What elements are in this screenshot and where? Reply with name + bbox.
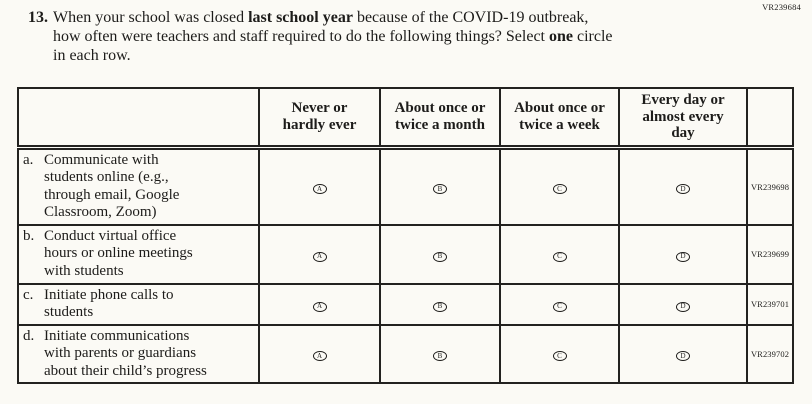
column-header-4: Every day or almost every day — [618, 87, 748, 150]
row-letter: a. — [23, 151, 34, 168]
row-label-cell-c: c. Initiate phone calls to students — [17, 282, 260, 326]
option-cell-b-d: D — [618, 223, 748, 285]
row-letter: b. — [23, 227, 35, 244]
answer-bubble-d-b[interactable]: B — [433, 351, 447, 362]
row-label-cell-a: a. Communicate with students online (e.g.,… — [17, 146, 260, 226]
answer-bubble-b-b[interactable]: B — [433, 251, 447, 262]
option-cell-b-a: A — [258, 223, 381, 285]
vr-code-cell: VR239698 — [746, 146, 794, 226]
option-cell-c-a: A — [258, 282, 381, 326]
option-cell-a-b: B — [379, 146, 501, 226]
answer-bubble-a-a[interactable]: A — [312, 184, 327, 194]
answer-bubble-c-c[interactable]: C — [552, 301, 567, 312]
corner-header-cell — [17, 87, 260, 150]
vr-code-top: VR239684 — [762, 2, 801, 12]
table-row-d: d. Initiate communications with parents or… — [17, 323, 794, 384]
row-label-text: Initiate phone calls to students — [44, 286, 174, 321]
table-row-b: b. Conduct virtual office hours or online … — [17, 223, 794, 285]
answer-bubble-d-d[interactable]: D — [676, 351, 690, 362]
row-label-text: Initiate communications with parents or g… — [44, 327, 207, 379]
option-cell-a-d: D — [618, 146, 748, 226]
row-letter: c. — [23, 286, 34, 303]
answer-bubble-c-a[interactable]: A — [312, 301, 327, 312]
option-cell-b-c: C — [499, 223, 620, 285]
option-cell-b-b: B — [379, 223, 501, 285]
row-label-text: Conduct virtual office hours or online me… — [44, 227, 193, 279]
question-text-line: how often were teachers and staff requir… — [53, 28, 613, 45]
question-number: 13. — [28, 9, 48, 26]
question-13: 13. When your school was closed last sch… — [28, 8, 613, 65]
vr-code-cell: VR239699 — [746, 223, 794, 285]
answer-bubble-c-d[interactable]: D — [676, 301, 690, 312]
header-row: Never or hardly ever About once or twice a … — [17, 87, 794, 150]
answer-bubble-d-c[interactable]: C — [552, 351, 567, 362]
table-row-a: a. Communicate with students online (e.g.,… — [17, 146, 794, 226]
answer-bubble-a-b[interactable]: B — [433, 184, 447, 194]
option-cell-a-a: A — [258, 146, 381, 226]
option-cell-d-a: A — [258, 323, 381, 384]
option-cell-d-b: B — [379, 323, 501, 384]
option-cell-c-b: B — [379, 282, 501, 326]
answer-bubble-a-c[interactable]: C — [552, 184, 567, 194]
question-text-line: When your school was closed last school … — [53, 9, 589, 26]
row-label-cell-b: b. Conduct virtual office hours or online … — [17, 223, 260, 285]
column-header-1: Never or hardly ever — [258, 87, 381, 150]
answer-bubble-a-d[interactable]: D — [676, 184, 690, 194]
option-cell-d-d: D — [618, 323, 748, 384]
option-cell-c-c: C — [499, 282, 620, 326]
question-text: When your school was closed last school … — [53, 8, 613, 65]
option-cell-a-c: C — [499, 146, 620, 226]
option-cell-d-c: C — [499, 323, 620, 384]
vr-code-cell: VR239701 — [746, 282, 794, 326]
answer-bubble-b-d[interactable]: D — [676, 251, 690, 262]
question-text-line: in each row. — [53, 47, 131, 64]
answer-bubble-b-a[interactable]: A — [312, 251, 327, 262]
column-header-3: About once or twice a week — [499, 87, 620, 150]
option-cell-c-d: D — [618, 282, 748, 326]
row-label-cell-d: d. Initiate communications with parents or… — [17, 323, 260, 384]
table-row-c: c. Initiate phone calls to students A B C D VR2… — [17, 282, 794, 326]
answer-bubble-b-c[interactable]: C — [552, 251, 567, 262]
answer-bubble-c-b[interactable]: B — [433, 301, 447, 312]
row-letter: d. — [23, 327, 35, 344]
vr-code-cell: VR239702 — [746, 323, 794, 384]
column-header-2: About once or twice a month — [379, 87, 501, 150]
row-label-text: Communicate with students online (e.g., th… — [44, 151, 180, 221]
answer-bubble-d-a[interactable]: A — [312, 351, 327, 362]
response-matrix: Never or hardly ever About once or twice a … — [17, 87, 794, 384]
vr-header-cell — [746, 87, 794, 150]
